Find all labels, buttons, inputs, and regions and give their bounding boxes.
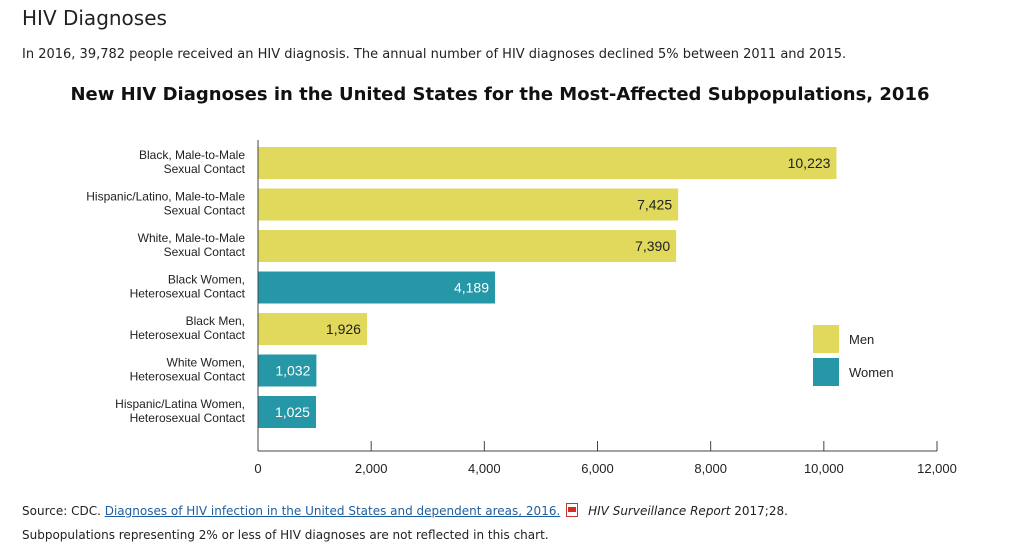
bar [258, 313, 367, 345]
bar [258, 188, 679, 221]
category-label: Heterosexual Contact [130, 287, 246, 301]
bar [258, 230, 677, 262]
x-tick-label: 12,000 [917, 461, 957, 476]
source-link[interactable]: Diagnoses of HIV infection in the United… [104, 504, 561, 518]
pdf-icon[interactable] [566, 503, 579, 517]
category-label: Hispanic/Latina Women, [115, 397, 245, 411]
source-suffix: 2017;28. [734, 504, 788, 518]
x-tick-label: 4,000 [468, 461, 501, 476]
legend-swatch [813, 325, 839, 353]
x-tick-label: 2,000 [355, 461, 388, 476]
page-heading: HIV Diagnoses [22, 6, 167, 30]
bar-value-label: 7,390 [635, 238, 670, 254]
bar [258, 271, 496, 304]
category-label: Sexual Contact [164, 162, 246, 176]
intro-text: In 2016, 39,782 people received an HIV d… [22, 47, 847, 62]
bar-value-label: 1,032 [275, 363, 310, 379]
category-label: Black Men, [186, 314, 245, 328]
bar [258, 147, 837, 179]
legend-swatch [813, 358, 839, 386]
x-tick-label: 6,000 [581, 461, 614, 476]
x-tick-label: 10,000 [804, 461, 844, 476]
bar [258, 354, 317, 387]
category-label: Heterosexual Contact [130, 411, 246, 425]
legend-label: Women [849, 365, 894, 380]
source-prefix: Source: CDC. [22, 504, 101, 518]
bar-value-label: 7,425 [637, 197, 672, 213]
source-line: Source: CDC. Diagnoses of HIV infection … [22, 503, 788, 518]
category-label: Heterosexual Contact [130, 370, 246, 384]
category-label: White, Male-to-Male [138, 231, 246, 245]
bar-value-label: 1,926 [326, 321, 361, 337]
category-label: Black, Male-to-Male [139, 148, 245, 162]
bar [258, 396, 316, 428]
x-tick-label: 8,000 [694, 461, 727, 476]
bar-value-label: 1,025 [275, 404, 310, 420]
bar-value-label: 10,223 [788, 155, 831, 171]
category-label: Sexual Contact [164, 204, 246, 218]
category-label: Sexual Contact [164, 245, 246, 259]
category-label: Hispanic/Latino, Male-to-Male [86, 190, 245, 204]
category-label: Black Women, [168, 273, 245, 287]
legend-label: Men [849, 332, 874, 347]
category-label: White Women, [167, 356, 245, 370]
x-tick-label: 0 [254, 461, 261, 476]
report-name: HIV Surveillance Report [588, 504, 731, 518]
chart-title: New HIV Diagnoses in the United States f… [70, 84, 930, 105]
bar-value-label: 4,189 [454, 280, 489, 296]
category-label: Heterosexual Contact [130, 328, 246, 342]
chart-note: Subpopulations representing 2% or less o… [22, 528, 549, 542]
